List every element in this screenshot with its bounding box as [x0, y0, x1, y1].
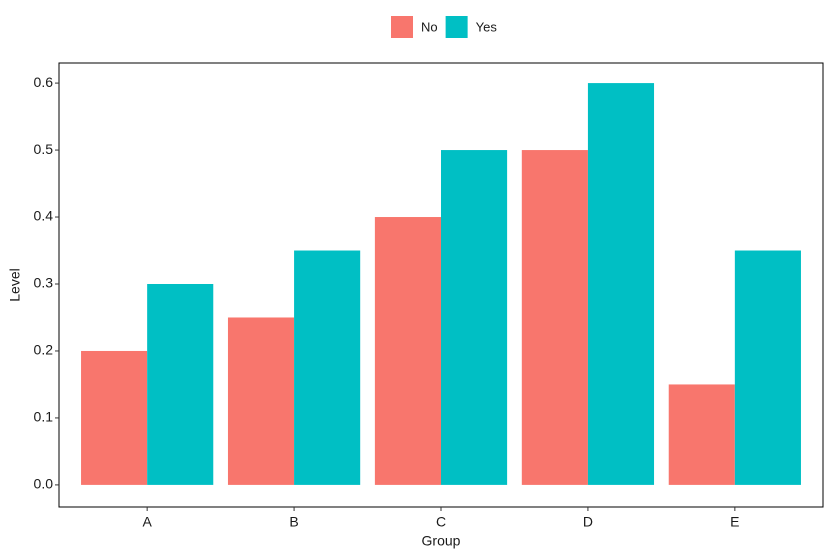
x-tick-label: D — [583, 514, 593, 530]
x-axis-title: Group — [422, 533, 461, 549]
legend-swatch — [391, 16, 413, 38]
bar — [734, 250, 801, 485]
bar — [441, 150, 508, 485]
y-tick-label: 0.5 — [34, 141, 54, 157]
bar — [147, 283, 214, 485]
bar — [521, 150, 588, 485]
x-tick-label: B — [289, 514, 298, 530]
y-axis-title: Level — [7, 268, 23, 301]
bar — [668, 384, 735, 485]
y-tick-label: 0.2 — [34, 342, 54, 358]
legend-label: No — [421, 19, 438, 34]
y-tick-label: 0.6 — [34, 74, 54, 90]
bar — [374, 217, 441, 485]
bar — [294, 250, 361, 485]
legend-swatch — [445, 16, 468, 38]
y-tick-label: 0.4 — [34, 208, 54, 224]
bar — [587, 83, 655, 485]
x-tick-label: A — [142, 514, 152, 530]
bar — [227, 317, 295, 485]
x-tick-label: C — [436, 514, 446, 530]
y-tick-label: 0.0 — [34, 476, 54, 492]
y-tick-label: 0.1 — [34, 409, 54, 425]
legend-label: Yes — [476, 19, 498, 34]
y-tick-label: 0.3 — [34, 275, 54, 291]
x-tick-label: E — [730, 514, 739, 530]
bar — [81, 350, 148, 485]
